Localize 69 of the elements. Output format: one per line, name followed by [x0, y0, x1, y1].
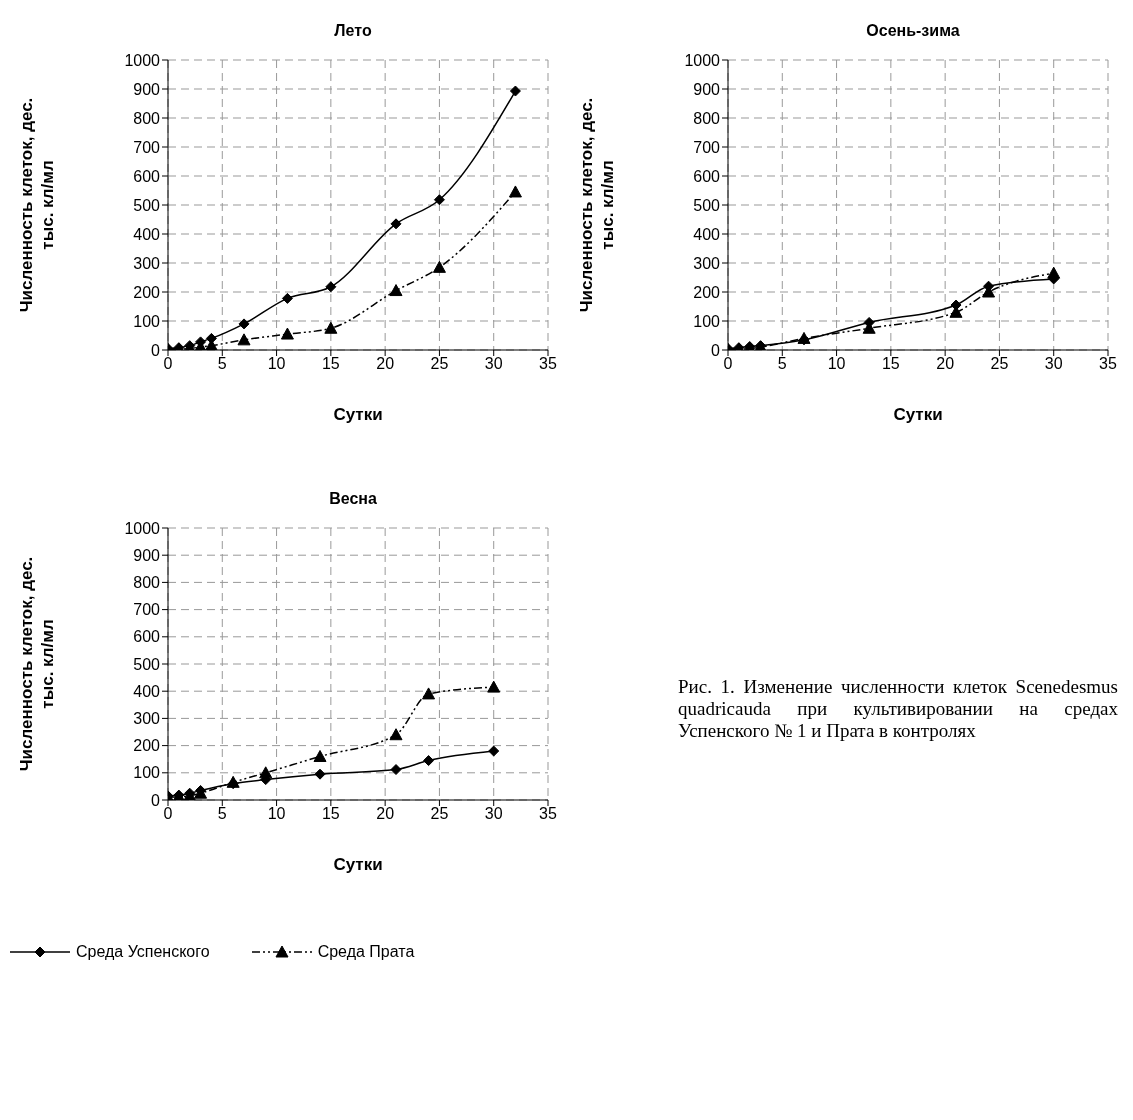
- x-tick-label: 15: [321, 355, 340, 373]
- y-tick-label: 300: [693, 254, 721, 272]
- y-tick-label: 400: [133, 682, 161, 700]
- x-tick-label: 30: [484, 805, 503, 823]
- y-tick-label: 900: [133, 80, 161, 98]
- x-tick-label: 15: [881, 355, 900, 373]
- y-tick-label: 1000: [124, 51, 161, 69]
- y-tick-label: 200: [133, 737, 161, 755]
- y-tick-label: 300: [133, 254, 161, 272]
- x-tick-label: 20: [376, 805, 395, 823]
- x-tick-label: 10: [267, 355, 286, 373]
- x-tick-label: 5: [217, 805, 227, 823]
- x-tick-label: 0: [163, 805, 173, 823]
- y-axis-title: Численность клеток, дес. тыс. кл/мл: [17, 97, 57, 313]
- y-tick-label: 400: [693, 225, 721, 243]
- x-axis-title: Сутки: [333, 855, 383, 874]
- y-tick-label: 600: [133, 628, 161, 646]
- y-tick-label: 100: [133, 764, 161, 782]
- x-axis-title: Сутки: [333, 405, 383, 424]
- x-tick-label: 35: [1099, 355, 1117, 373]
- y-tick-label: 1000: [684, 51, 721, 69]
- y-tick-label: 200: [693, 283, 721, 301]
- x-tick-label: 5: [777, 355, 787, 373]
- x-tick-label: 30: [1044, 355, 1063, 373]
- y-tick-label: 400: [133, 225, 161, 243]
- text: Рис. 1. Изменение численности клеток Scenedesmus quadricauda при культивировании на средах Успенского № 1 и Прата в контролях: [678, 676, 1118, 742]
- x-tick-label: 35: [539, 805, 557, 823]
- y-tick-label: 900: [133, 546, 161, 564]
- x-tick-label: 25: [430, 805, 449, 823]
- x-tick-label: 10: [827, 355, 846, 373]
- y-tick-label: 900: [693, 80, 721, 98]
- y-axis-title: Численность клеток, дес. тыс. кл/мл: [17, 556, 57, 772]
- legend-label: Среда Прата: [317, 943, 415, 961]
- y-tick-label: 700: [133, 138, 161, 156]
- y-tick-label: 800: [133, 109, 161, 127]
- y-tick-label: 500: [133, 196, 161, 214]
- y-tick-label: 0: [711, 341, 721, 359]
- x-tick-label: 0: [723, 355, 733, 373]
- y-tick-label: 500: [133, 655, 161, 673]
- x-tick-label: 35: [539, 355, 557, 373]
- x-tick-label: 25: [430, 355, 449, 373]
- y-tick-label: 300: [133, 710, 161, 728]
- y-tick-label: 600: [693, 167, 721, 185]
- y-tick-label: 0: [151, 791, 161, 809]
- y-tick-label: 600: [133, 167, 161, 185]
- x-tick-label: 5: [217, 355, 227, 373]
- x-tick-label: 30: [484, 355, 503, 373]
- y-tick-label: 1000: [124, 519, 161, 537]
- y-tick-label: 800: [693, 109, 721, 127]
- x-tick-label: 25: [990, 355, 1009, 373]
- y-tick-label: 700: [133, 601, 161, 619]
- y-tick-label: 700: [693, 138, 721, 156]
- y-axis-title: Численность клеток, дес. тыс. кл/мл: [577, 97, 617, 313]
- x-tick-label: 10: [267, 805, 286, 823]
- y-tick-label: 200: [133, 283, 161, 301]
- chart-title: Осень-зима: [865, 22, 961, 40]
- y-tick-label: 500: [693, 196, 721, 214]
- chart-title: Лето: [333, 22, 373, 40]
- x-tick-label: 20: [936, 355, 955, 373]
- x-tick-label: 15: [321, 805, 340, 823]
- y-tick-label: 100: [693, 312, 721, 330]
- y-tick-label: 100: [133, 312, 161, 330]
- x-tick-label: 0: [163, 355, 173, 373]
- x-axis-title: Сутки: [893, 405, 943, 424]
- chart-title: Весна: [328, 490, 378, 508]
- y-tick-label: 0: [151, 341, 161, 359]
- y-tick-label: 800: [133, 574, 161, 592]
- x-tick-label: 20: [376, 355, 395, 373]
- legend-label: Среда Успенского: [76, 943, 210, 961]
